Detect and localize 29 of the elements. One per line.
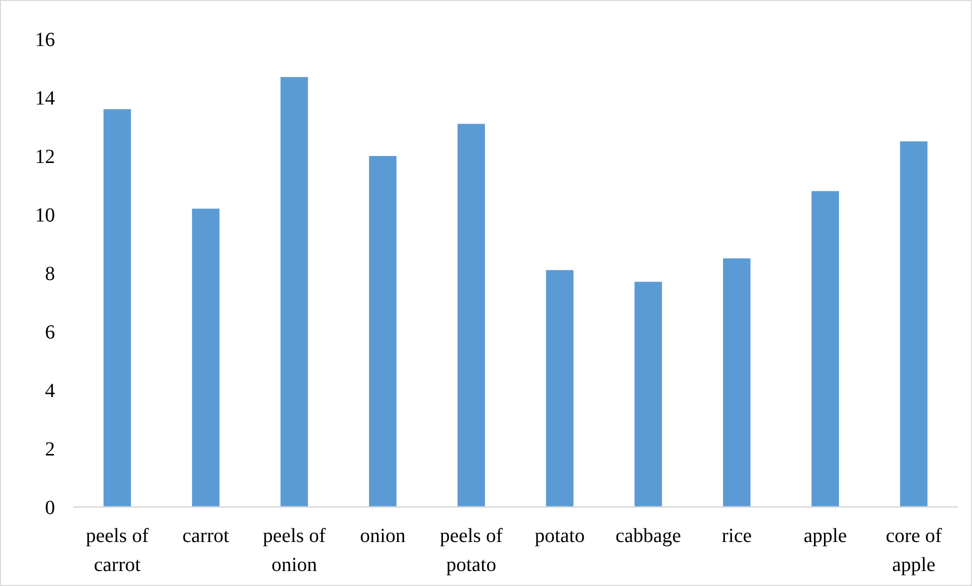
y-tick-label: 8 xyxy=(45,263,55,285)
y-tick-label: 6 xyxy=(45,322,55,344)
bar xyxy=(634,282,662,507)
x-tick-label: apple xyxy=(804,525,848,547)
x-tick-label: potato xyxy=(534,525,585,547)
x-tick-label: peels of potato xyxy=(440,525,503,576)
y-tick-label: 14 xyxy=(35,88,55,110)
bar xyxy=(192,208,220,507)
y-tick-label: 2 xyxy=(45,438,55,460)
bar xyxy=(812,191,839,507)
y-tick-label: 4 xyxy=(45,380,55,402)
y-tick-label: 10 xyxy=(35,204,55,226)
x-tick-label: cabbage xyxy=(615,525,682,547)
bar xyxy=(546,270,574,507)
y-tick-label: 12 xyxy=(35,146,55,168)
y-tick-label: 16 xyxy=(35,29,55,51)
x-tick-label: carrot xyxy=(182,525,230,547)
bar xyxy=(458,124,485,507)
bar xyxy=(369,156,396,507)
bar xyxy=(723,258,750,507)
x-tick-label: peels of onion xyxy=(262,525,326,576)
y-tick-label: 0 xyxy=(45,497,55,519)
bar xyxy=(900,141,928,507)
x-tick-label: peels of carrot xyxy=(86,525,149,576)
x-tick-label: rice xyxy=(722,525,752,547)
bar xyxy=(280,77,308,507)
x-tick-label: core of apple xyxy=(886,525,942,576)
bar xyxy=(104,109,131,507)
x-tick-label: onion xyxy=(360,525,406,547)
